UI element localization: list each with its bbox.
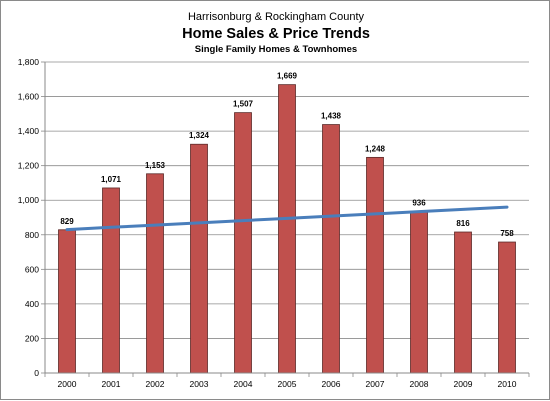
y-tick-label: 1,200 — [18, 161, 40, 171]
y-tick-label: 800 — [25, 230, 39, 240]
y-tick-label: 1,400 — [18, 126, 40, 136]
bar-2007 — [366, 156, 384, 374]
trend-line-layer — [65, 205, 509, 232]
data-label-2008: 936 — [412, 198, 426, 207]
x-tick-label: 2000 — [58, 379, 77, 389]
data-label-2006: 1,438 — [321, 112, 342, 121]
x-tick-label: 2001 — [102, 379, 121, 389]
x-axis-tick-labels: 2000 2001 2002 2003 2004 2005 2006 2007 2008 2009… — [58, 379, 517, 389]
x-tick-label: 2005 — [278, 379, 297, 389]
x-tick-label: 2004 — [234, 379, 253, 389]
bar-2008 — [410, 210, 428, 374]
x-tick-label: 2009 — [454, 379, 473, 389]
x-tick-label: 2007 — [366, 379, 385, 389]
x-tick-label: 2010 — [498, 379, 517, 389]
axes — [41, 61, 530, 377]
bar-2001 — [102, 187, 120, 374]
bar-2000 — [58, 229, 76, 374]
x-tick-label: 2008 — [410, 379, 429, 389]
y-axis-tick-labels: 0 200 400 600 800 1,000 1,200 1,400 1,600 1,800 — [18, 57, 40, 378]
y-tick-label: 1,600 — [18, 92, 40, 102]
data-label-2005: 1,669 — [277, 72, 298, 81]
data-label-2002: 1,153 — [145, 161, 166, 170]
y-tick-label: 400 — [25, 299, 39, 309]
bar-2004 — [234, 112, 252, 374]
x-tick-label: 2002 — [146, 379, 165, 389]
data-label-2003: 1,324 — [189, 131, 210, 140]
bar-2009 — [454, 231, 472, 374]
bar-2002 — [146, 173, 164, 374]
data-label-2010: 758 — [500, 229, 514, 238]
bar-2006 — [322, 124, 340, 374]
x-tick-label: 2006 — [322, 379, 341, 389]
bar-2005 — [278, 84, 296, 374]
data-label-2000: 829 — [60, 217, 74, 226]
bars — [58, 84, 516, 374]
chart-subtitle: Single Family Homes & Townhomes — [195, 44, 357, 55]
y-tick-label: 1,800 — [18, 57, 40, 67]
y-tick-label: 600 — [25, 264, 39, 274]
data-label-2009: 816 — [456, 219, 470, 228]
data-labels: 829 1,071 1,153 1,324 1,507 1,669 1,438 1,248 93… — [60, 72, 514, 238]
chart-title: Home Sales & Price Trends — [182, 26, 370, 42]
data-label-2001: 1,071 — [101, 175, 122, 184]
x-tick-label: 2003 — [190, 379, 209, 389]
bar-2010 — [498, 241, 516, 374]
data-label-2007: 1,248 — [365, 144, 386, 153]
data-label-2004: 1,507 — [233, 100, 254, 109]
y-tick-label: 200 — [25, 333, 39, 343]
trend-line — [65, 205, 509, 232]
chart-supertitle: Harrisonburg & Rockingham County — [188, 11, 365, 23]
y-tick-label: 1,000 — [18, 195, 40, 205]
bar-2003 — [190, 143, 208, 374]
y-tick-label: 0 — [34, 368, 39, 378]
